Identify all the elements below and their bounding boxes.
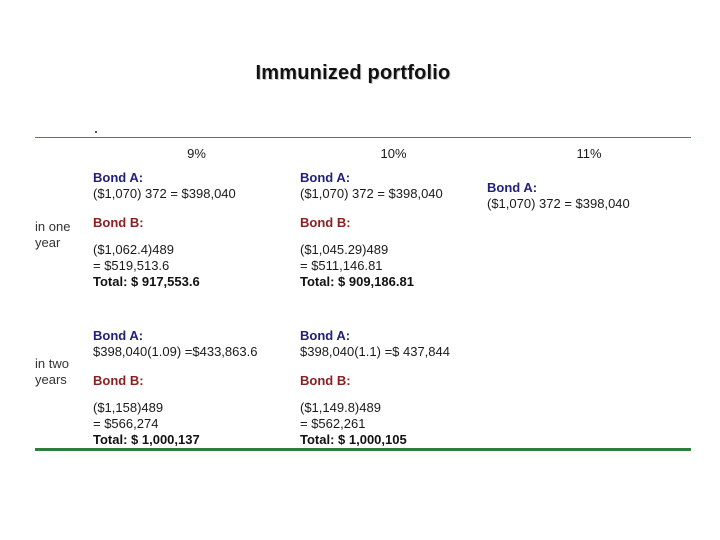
bond-b-line1: ($1,062.4)489 xyxy=(93,242,174,257)
cell-two-years-11pct xyxy=(487,321,691,445)
bond-b-line2: = $519,513.6 xyxy=(93,258,170,273)
bond-b-heading: Bond B: xyxy=(93,373,144,388)
stray-dot xyxy=(95,131,97,133)
bond-a-heading: Bond A: xyxy=(93,328,144,343)
total-line: Total: $ 917,553.6 xyxy=(93,274,200,289)
total-line: Total: $ 1,000,137 xyxy=(93,432,200,447)
bond-a-heading: Bond A: xyxy=(300,328,351,343)
bond-b-line1: ($1,158)489 xyxy=(93,400,164,415)
row-label-one-year: in one year xyxy=(35,219,71,250)
bond-a-value: $398,040(1.1) =$ 437,844 xyxy=(300,344,450,359)
bond-b-heading: Bond B: xyxy=(300,215,351,230)
row-label-two-years: in two years xyxy=(35,356,69,387)
bond-b-heading: Bond B: xyxy=(93,215,144,230)
column-header-10pct: 10% xyxy=(380,146,407,161)
cell-two-years-10pct: Bond A: $398,040(1.1) =$ 437,844 Bond B:… xyxy=(300,321,487,447)
bond-b-line2: = $562,261 xyxy=(300,416,366,431)
column-header-11pct: 11% xyxy=(576,146,602,161)
cell-one-year-11pct: Bond A: ($1,070) 372 = $398,040 xyxy=(487,168,691,321)
cell-one-year-9pct: Bond A: ($1,070) 372 = $398,040 Bond B: … xyxy=(93,168,300,321)
bond-b-line2: = $566,274 xyxy=(93,416,159,431)
total-line: Total: $ 1,000,105 xyxy=(300,432,407,447)
bond-b-line2: = $511,146.81 xyxy=(300,258,383,273)
cell-one-year-10pct: Bond A: ($1,070) 372 = $398,040 Bond B: … xyxy=(300,168,487,321)
bond-a-heading: Bond A: xyxy=(487,180,538,195)
bond-a-value: ($1,070) 372 = $398,040 xyxy=(487,196,630,211)
bond-b-line1: ($1,045.29)489 xyxy=(300,242,389,257)
bond-b-heading: Bond B: xyxy=(300,373,351,388)
bond-b-line1: ($1,149.8)489 xyxy=(300,400,381,415)
cell-two-years-9pct: Bond A: $398,040(1.09) =$433,863.6 Bond … xyxy=(93,321,300,447)
header-row-label-spacer xyxy=(35,138,93,168)
bond-a-value: ($1,070) 372 = $398,040 xyxy=(300,186,443,201)
bond-a-heading: Bond A: xyxy=(300,170,351,185)
column-header-9pct: 9% xyxy=(187,146,206,161)
total-line: Total: $ 909,186.81 xyxy=(300,274,414,289)
bond-a-value: ($1,070) 372 = $398,040 xyxy=(93,186,236,201)
bond-a-value: $398,040(1.09) =$433,863.6 xyxy=(93,344,258,359)
bond-a-heading: Bond A: xyxy=(93,170,144,185)
page-title: Immunized portfolio xyxy=(255,62,451,84)
immunized-portfolio-table: 9% 10% 11% in one year Bond A: ($1,070) … xyxy=(35,137,691,451)
